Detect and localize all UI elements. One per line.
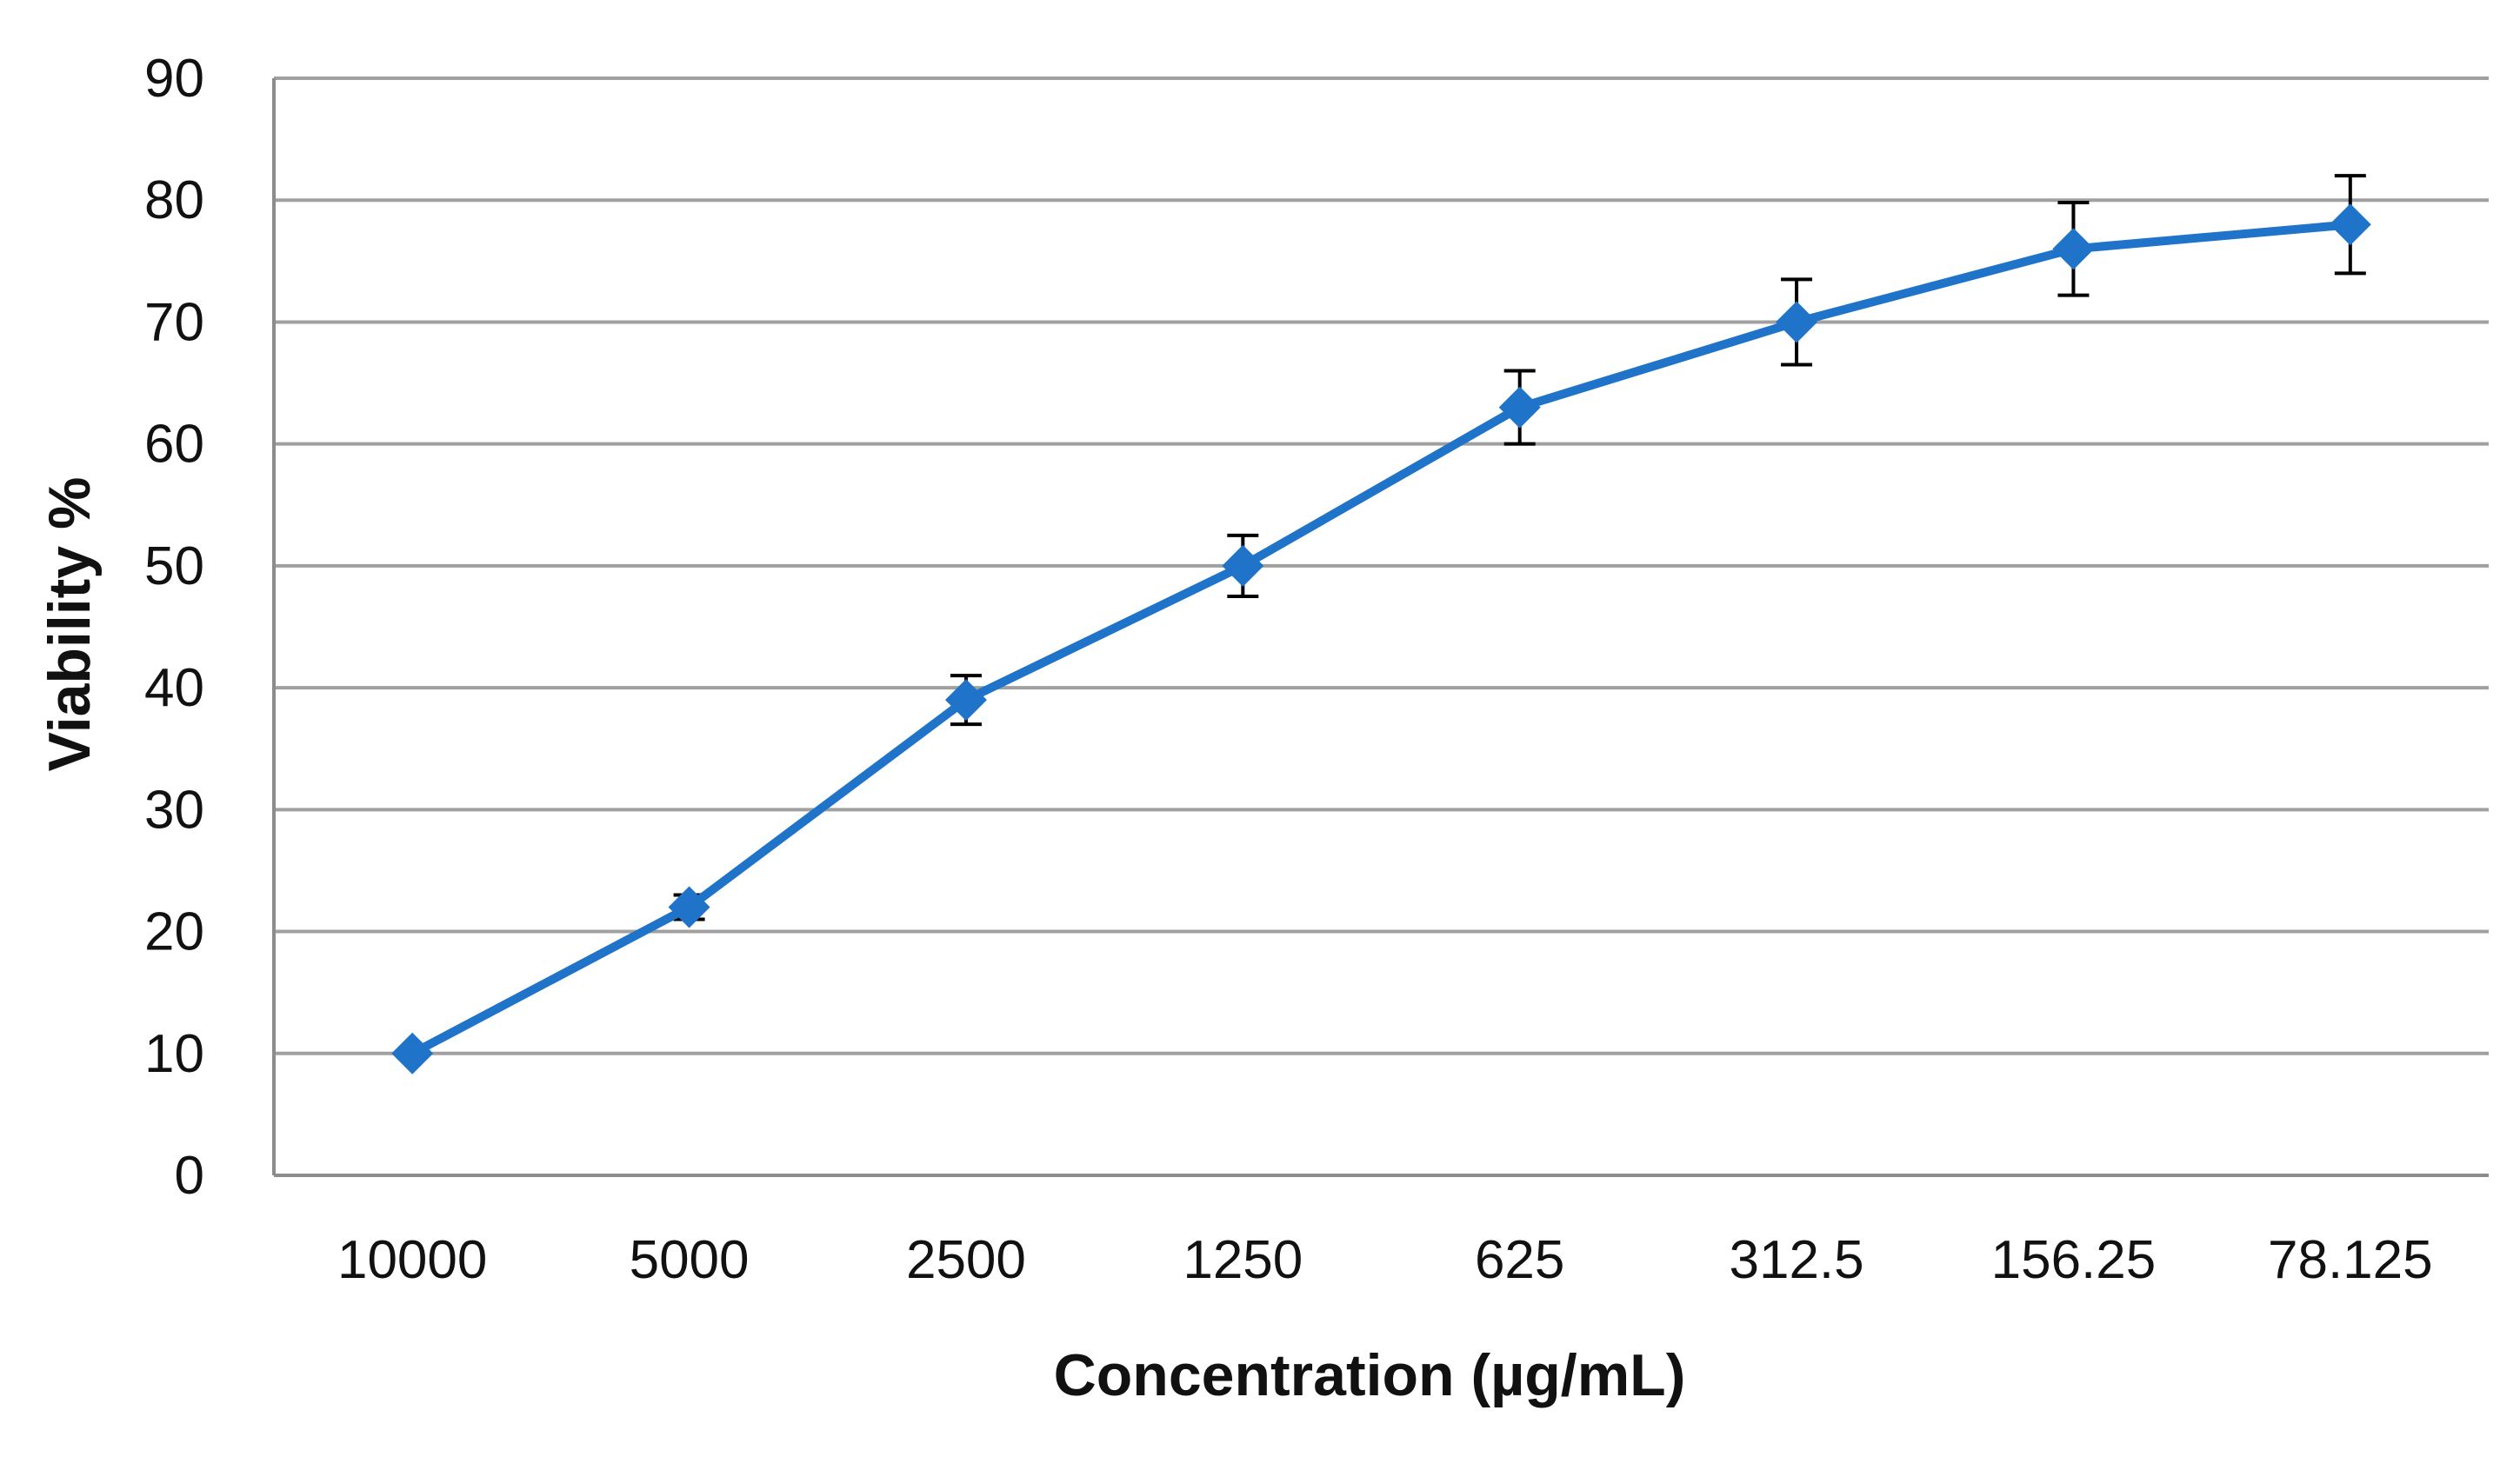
y-axis-title: Viability %	[37, 477, 103, 772]
y-tick-labels: 0 10 20 30 40 50 60 70 80 90	[144, 49, 204, 1206]
x-tick-labels: 10000 5000 2500 1250 625 312.5 156.25 78.125	[337, 1230, 2433, 1290]
data-point-marker	[391, 1032, 434, 1074]
data-point-marker	[1498, 386, 1541, 429]
x-tick-label: 625	[1475, 1230, 1564, 1290]
gridlines	[274, 77, 2489, 1055]
y-tick-label: 40	[144, 658, 204, 718]
x-tick-label: 2500	[906, 1230, 1026, 1290]
series-line	[408, 220, 2355, 1058]
data-point-marker	[1776, 301, 1818, 343]
y-tick-label: 50	[144, 536, 204, 596]
data-point-marker	[944, 679, 987, 722]
data-point-marker	[668, 886, 710, 928]
y-tick-label: 10	[144, 1024, 204, 1084]
x-axis-title: Concentration (µg/mL)	[1054, 1342, 1686, 1408]
data-point-marker	[2329, 203, 2371, 246]
x-tick-label: 1250	[1183, 1230, 1303, 1290]
axes	[272, 78, 2489, 1177]
data-point-marker	[2052, 228, 2095, 270]
markers	[391, 203, 2371, 1074]
y-tick-label: 20	[144, 902, 204, 962]
x-tick-label: 10000	[337, 1230, 487, 1290]
y-tick-label: 60	[144, 415, 204, 475]
y-tick-label: 30	[144, 780, 204, 840]
error-bars	[673, 174, 2366, 921]
y-tick-label: 70	[144, 292, 204, 352]
x-tick-label: 312.5	[1729, 1230, 1863, 1290]
x-tick-label: 156.25	[1991, 1230, 2157, 1290]
x-tick-label: 5000	[630, 1230, 750, 1290]
series	[408, 220, 2355, 1058]
y-tick-label: 90	[144, 49, 204, 109]
data-point-marker	[1222, 544, 1264, 587]
y-tick-label: 80	[144, 170, 204, 230]
y-tick-label: 0	[175, 1146, 204, 1206]
x-tick-label: 78.125	[2268, 1230, 2433, 1290]
